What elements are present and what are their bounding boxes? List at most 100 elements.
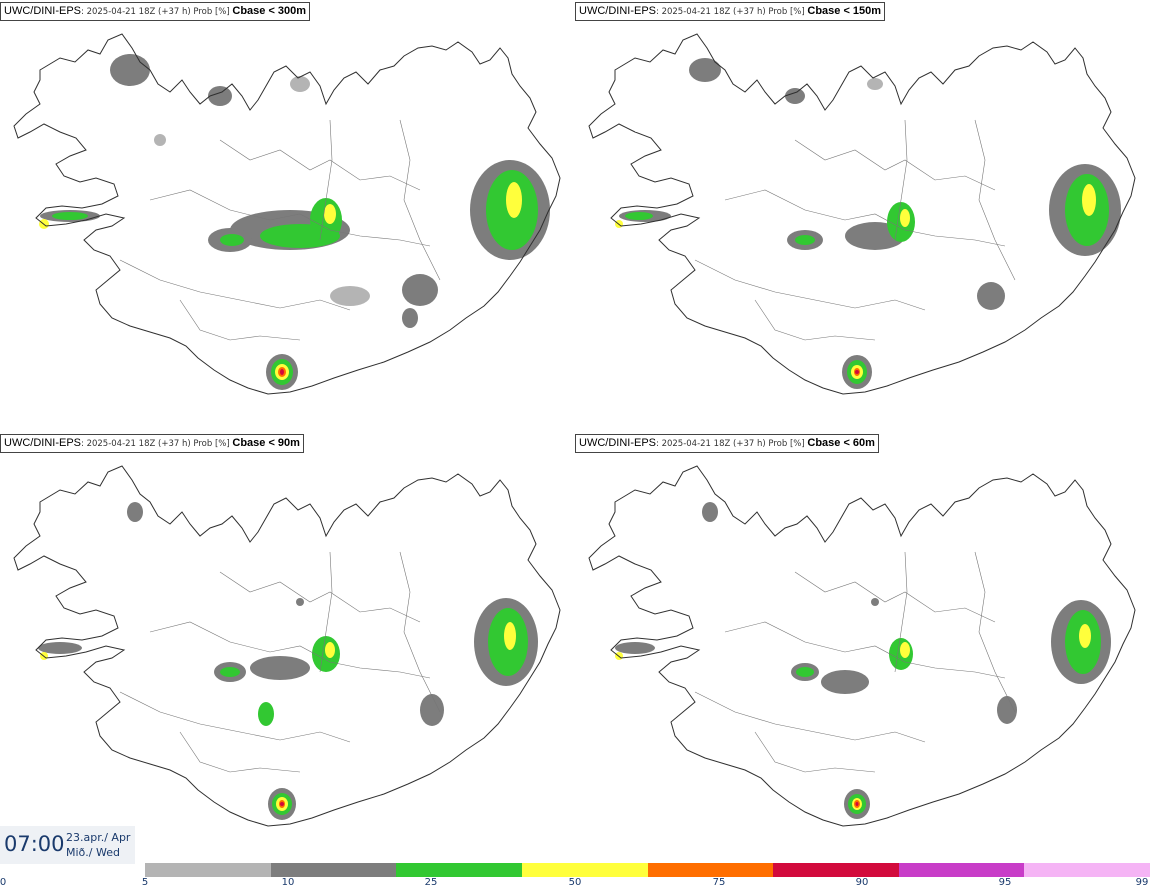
coastline (588, 465, 1136, 827)
probability-area (977, 282, 1005, 310)
coastline (13, 465, 561, 827)
valid-weekday: Mið./ Wed (66, 846, 120, 859)
legend-swatch (521, 863, 648, 877)
probability-area (1082, 184, 1096, 216)
legend-swatch (773, 863, 899, 877)
legend-tick-label: 5 (141, 877, 149, 888)
iceland-map (13, 33, 561, 395)
coastline (13, 33, 561, 395)
legend-tick-label: 95 (998, 877, 1012, 888)
legend-swatch (647, 863, 774, 877)
region-boundary (179, 299, 301, 341)
probability-area (1079, 624, 1091, 648)
probability-area (871, 598, 879, 606)
region-boundary (794, 571, 996, 623)
region-boundary (694, 691, 926, 743)
probability-area (796, 667, 814, 677)
iceland-map (588, 465, 1136, 827)
color-legend: 0 5 10 25 50 75 90 95 99 (0, 862, 1150, 891)
region-boundary (794, 139, 996, 191)
region-boundary (974, 551, 1016, 713)
coastline (588, 33, 1136, 395)
probability-area (402, 274, 438, 306)
probability-area (785, 88, 805, 104)
probability-area (402, 308, 418, 328)
probability-area (290, 76, 310, 92)
model-name: UWC/DINI-EPS (4, 5, 81, 17)
probability-area (52, 212, 88, 220)
model-name: UWC/DINI-EPS (4, 437, 81, 449)
map-panel-2: UWC/DINI-EPS: 2025-04-21 18Z (+37 h) Pro… (575, 0, 1150, 430)
region-boundary (119, 691, 351, 743)
region-boundary (219, 139, 421, 191)
map-panel-4: UWC/DINI-EPS: 2025-04-21 18Z (+37 h) Pro… (575, 432, 1150, 862)
panel-title: UWC/DINI-EPS: 2025-04-21 18Z (+37 h) Pro… (575, 2, 886, 21)
probability-area (127, 502, 143, 522)
region-boundary (754, 299, 876, 341)
panel-title: UWC/DINI-EPS: 2025-04-21 18Z (+37 h) Pro… (0, 2, 311, 21)
parameter-name: Cbase < 300m (232, 5, 307, 17)
region-boundary (894, 551, 908, 673)
iceland-map (588, 33, 1136, 395)
region-boundary (724, 189, 1006, 247)
run-info: : 2025-04-21 18Z (+37 h) Prob [%] (656, 439, 808, 449)
probability-area (258, 702, 274, 726)
probability-area (504, 622, 516, 650)
probability-area (420, 694, 444, 726)
parameter-name: Cbase < 150m (807, 5, 882, 17)
probability-area (330, 286, 370, 306)
probability-area (625, 212, 653, 220)
region-boundary (724, 621, 1006, 679)
probability-area (689, 58, 721, 82)
legend-swatch (898, 863, 1025, 877)
valid-date: 23.apr./ Apr (66, 831, 131, 844)
probability-area (154, 134, 166, 146)
probability-area (280, 369, 284, 375)
probability-area (821, 670, 869, 694)
legend-swatch (145, 863, 271, 877)
panel-title: UWC/DINI-EPS: 2025-04-21 18Z (+37 h) Pro… (575, 434, 879, 453)
probability-area (110, 54, 150, 86)
probability-area (900, 209, 910, 227)
region-boundary (119, 259, 351, 311)
probability-area (250, 656, 310, 680)
parameter-name: Cbase < 90m (232, 437, 300, 449)
map-panel-1: UWC/DINI-EPS: 2025-04-21 18Z (+37 h) Pro… (0, 0, 575, 430)
legend-tick-label: 50 (568, 877, 582, 888)
probability-area (702, 502, 718, 522)
probability-area (900, 642, 910, 658)
valid-time-box: 07:00 23.apr./ Apr Mið./ Wed (0, 826, 135, 864)
probability-area (855, 370, 859, 374)
iceland-map (13, 465, 561, 827)
probability-fields (38, 502, 538, 820)
run-info: : 2025-04-21 18Z (+37 h) Prob [%] (656, 7, 808, 17)
probability-area (325, 642, 335, 658)
probability-area (855, 802, 859, 806)
legend-swatch (396, 863, 522, 877)
legend-tick-label: 90 (855, 877, 869, 888)
legend-tick-label: 99 (1135, 877, 1149, 888)
legend-tick-label: 10 (281, 877, 295, 888)
run-info: : 2025-04-21 18Z (+37 h) Prob [%] (81, 7, 233, 17)
region-boundary (319, 551, 333, 673)
region-boundary (149, 621, 431, 679)
map-panel-3: UWC/DINI-EPS: 2025-04-21 18Z (+37 h) Pro… (0, 432, 575, 862)
probability-area (867, 78, 883, 90)
valid-time: 07:00 (4, 832, 65, 856)
probability-area (220, 234, 244, 246)
probability-area (324, 204, 336, 224)
region-boundary (219, 571, 421, 623)
probability-fields (615, 502, 1111, 819)
panel-title: UWC/DINI-EPS: 2025-04-21 18Z (+37 h) Pro… (0, 434, 304, 453)
probability-area (38, 642, 82, 654)
probability-area (280, 802, 284, 806)
probability-area (296, 598, 304, 606)
probability-area (997, 696, 1017, 724)
run-info: : 2025-04-21 18Z (+37 h) Prob [%] (81, 439, 233, 449)
probability-area (506, 182, 522, 218)
legend-tick-label: 0 (0, 877, 7, 888)
region-boundary (179, 731, 301, 773)
probability-fields (615, 58, 1121, 389)
legend-swatch (270, 863, 397, 877)
region-boundary (974, 119, 1016, 281)
